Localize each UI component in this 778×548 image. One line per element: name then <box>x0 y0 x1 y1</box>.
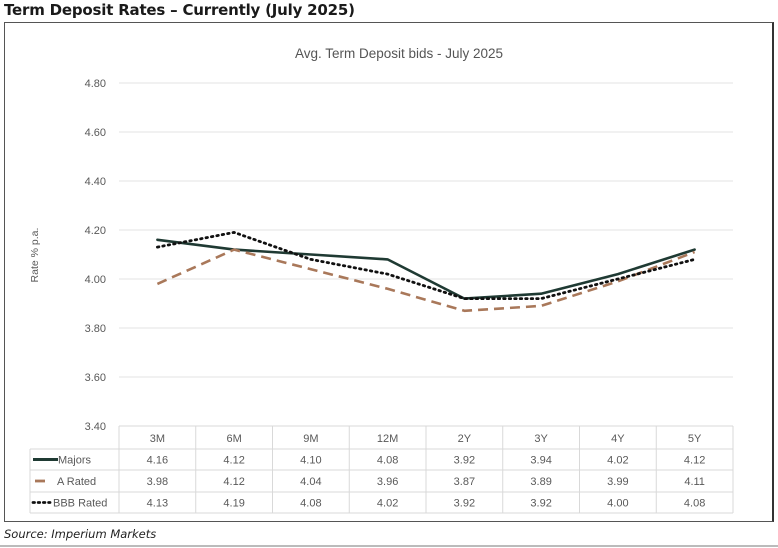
table-cell-value: 4.13 <box>147 498 168 510</box>
x-category-label: 3Y <box>534 433 548 445</box>
legend-label: A Rated <box>57 476 96 488</box>
table-cell-value: 3.98 <box>147 476 168 488</box>
table-cell-value: 4.00 <box>607 498 628 510</box>
y-axis-label: Rate % p.a. <box>29 228 41 283</box>
y-tick-label: 4.00 <box>85 274 106 286</box>
table-cell-value: 4.02 <box>607 455 628 467</box>
table-cell-value: 4.16 <box>147 455 168 467</box>
page-title: Term Deposit Rates – Currently (July 202… <box>4 1 355 19</box>
table-cell-value: 4.10 <box>300 455 321 467</box>
bottom-divider <box>0 545 778 547</box>
data-table: 3M 6M 9M 12M 2Y 3Y 4Y 5Y Majors 4.16 4.12 4.10 4.08 3… <box>29 425 734 514</box>
table-cell-value: 3.92 <box>454 498 475 510</box>
table-cell-value: 3.92 <box>530 498 551 510</box>
table-cell-value: 4.08 <box>684 498 705 510</box>
table-cell-value: 4.12 <box>223 476 244 488</box>
series-line-majors <box>156 238 696 300</box>
series-lines <box>155 230 696 313</box>
legend-label: BBB Rated <box>53 498 107 510</box>
chart-title: Avg. Term Deposit bids - July 2025 <box>295 46 503 61</box>
x-category-label: 12M <box>377 433 398 445</box>
y-tick-label: 3.60 <box>85 372 106 384</box>
y-tick-label: 4.20 <box>85 225 106 237</box>
y-tick-label: 3.80 <box>85 323 106 335</box>
table-cell-value: 4.08 <box>377 455 398 467</box>
x-category-label: 9M <box>303 433 318 445</box>
x-category-label: 5Y <box>688 433 702 445</box>
table-cell-value: 3.94 <box>530 455 551 467</box>
y-tick-label: 4.60 <box>85 127 106 139</box>
x-category-label: 2Y <box>458 433 472 445</box>
gridlines <box>119 82 733 378</box>
y-tick-label: 3.40 <box>85 421 106 433</box>
table-cell-value: 4.19 <box>223 498 244 510</box>
table-cell-value: 3.99 <box>607 476 628 488</box>
table-cell-value: 4.12 <box>223 455 244 467</box>
y-axis-ticks: 4.80 4.60 4.40 4.20 4.00 3.80 3.60 3.40 <box>85 78 106 433</box>
table-cell-value: 4.12 <box>684 455 705 467</box>
table-cell-value: 4.04 <box>300 476 321 488</box>
series-line-a-rated <box>156 248 696 313</box>
x-category-label: 3M <box>150 433 165 445</box>
y-tick-label: 4.80 <box>85 78 106 90</box>
x-category-label: 4Y <box>611 433 625 445</box>
y-tick-label: 4.40 <box>85 176 106 188</box>
legend-label: Majors <box>58 455 92 467</box>
table-cell-value: 3.92 <box>454 455 475 467</box>
x-category-label: 6M <box>226 433 241 445</box>
table-cell-value: 4.11 <box>684 476 705 488</box>
table-cell-value: 4.08 <box>300 498 321 510</box>
table-cell-value: 4.02 <box>377 498 398 510</box>
table-cell-value: 3.87 <box>454 476 475 488</box>
source-note: Source: Imperium Markets <box>4 527 157 541</box>
table-cell-value: 3.89 <box>530 476 551 488</box>
table-cell-value: 3.96 <box>377 476 398 488</box>
series-line-bbb-rated <box>155 230 696 301</box>
